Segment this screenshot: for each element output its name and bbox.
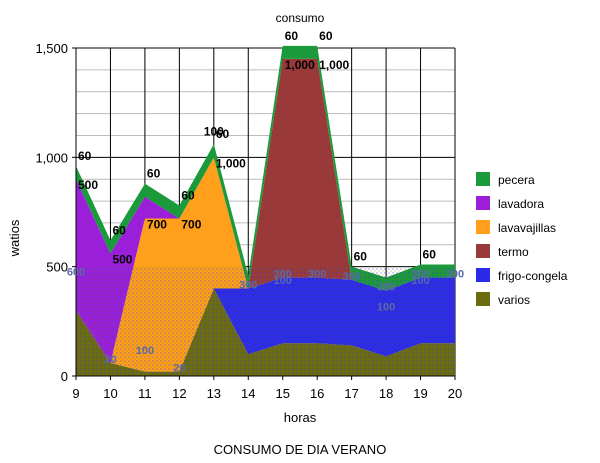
data-label-frigo-congela: 300 bbox=[342, 271, 360, 283]
x-tick-label: 20 bbox=[448, 386, 462, 401]
data-label-extra: 600 bbox=[67, 266, 85, 278]
data-label-pecera: 60 bbox=[319, 29, 333, 43]
x-tick-label: 14 bbox=[241, 386, 255, 401]
x-axis-label: horas bbox=[284, 410, 317, 425]
legend-label-frigo-congela: frigo-congela bbox=[498, 269, 568, 283]
legend-swatch-lavadora bbox=[476, 196, 490, 210]
legend-swatch-lavavajillas bbox=[476, 220, 490, 234]
legend-swatch-frigo-congela bbox=[476, 268, 490, 282]
data-labels: 20 20 300 300 300 300 300 300 300 1,000 1,000 700 70… bbox=[67, 29, 464, 375]
legend-swatch-varios bbox=[476, 292, 490, 306]
legend-label-pecera: pecera bbox=[498, 173, 535, 187]
data-label-lavadora: 500 bbox=[78, 178, 98, 192]
data-label-termo: 1,000 bbox=[319, 58, 349, 72]
data-label-extra: 100 bbox=[274, 275, 292, 287]
y-tick-label: 1,500 bbox=[35, 41, 68, 56]
data-label-frigo-congela: 300 bbox=[308, 269, 326, 281]
y-axis-label: watios bbox=[7, 219, 22, 257]
legend-label-lavavajillas: lavavajillas bbox=[498, 221, 556, 235]
x-tick-label: 17 bbox=[344, 386, 358, 401]
data-label-pecera: 60 bbox=[216, 127, 230, 141]
data-label-pecera: 60 bbox=[181, 188, 195, 202]
y-tick-label: 1,000 bbox=[35, 150, 68, 165]
x-tick-label: 13 bbox=[207, 386, 221, 401]
data-label-frigo-congela: 300 bbox=[239, 280, 257, 292]
data-label-extra: 100 bbox=[204, 124, 224, 138]
legend-swatch-termo bbox=[476, 244, 490, 258]
texture-overlay bbox=[76, 266, 455, 376]
data-label-extra: 100 bbox=[411, 275, 429, 287]
y-tick-label: 0 bbox=[61, 369, 68, 384]
x-tick-label: 9 bbox=[72, 386, 79, 401]
x-tick-label: 18 bbox=[379, 386, 393, 401]
data-label-lavavajillas: 1,000 bbox=[216, 156, 246, 170]
data-label-pecera: 60 bbox=[78, 149, 92, 163]
x-tick-label: 11 bbox=[138, 386, 152, 401]
data-label-pecera: 60 bbox=[285, 29, 299, 43]
data-label-frigo-congela: 300 bbox=[411, 269, 429, 281]
data-label-frigo-congela: 300 bbox=[274, 269, 292, 281]
legend-swatch-pecera bbox=[476, 172, 490, 186]
data-label-pecera: 60 bbox=[147, 167, 161, 181]
x-tick-label: 15 bbox=[275, 386, 289, 401]
area-termo bbox=[76, 58, 455, 372]
data-label-varios: 20 bbox=[104, 354, 116, 366]
data-label-frigo-congela: 300 bbox=[446, 269, 464, 281]
chart-title: consumo bbox=[276, 11, 325, 25]
x-tick-label: 10 bbox=[103, 386, 117, 401]
axes: 0 500 1,000 1,500 9 10 11 12 13 14 15 16 17 18 19 20 bbox=[35, 41, 462, 401]
legend-label-termo: termo bbox=[498, 245, 529, 259]
data-label-extra: 100 bbox=[377, 301, 395, 313]
data-label-varios: 20 bbox=[173, 363, 185, 375]
legend: pecera lavadora lavavajillas termo frigo-con… bbox=[476, 172, 568, 307]
data-label-pecera: 60 bbox=[354, 250, 368, 264]
data-label-termo: 1,000 bbox=[285, 58, 315, 72]
y-tick-label: 500 bbox=[46, 260, 68, 275]
data-label-pecera: 60 bbox=[112, 223, 126, 237]
x-tick-label: 16 bbox=[310, 386, 324, 401]
data-label-pecera: 60 bbox=[423, 247, 437, 261]
data-label-lavavajillas: 700 bbox=[147, 218, 167, 232]
area-series bbox=[76, 45, 455, 376]
chart-caption: CONSUMO DE DIA VERANO bbox=[214, 442, 387, 457]
data-label-lavavajillas: 700 bbox=[181, 218, 201, 232]
x-tick-label: 19 bbox=[413, 386, 427, 401]
data-label-lavadora: 500 bbox=[112, 253, 132, 267]
data-label-frigo-congela: 300 bbox=[377, 282, 395, 294]
data-label-extra: 100 bbox=[136, 345, 154, 357]
area-pecera bbox=[76, 45, 455, 291]
legend-label-lavadora: lavadora bbox=[498, 197, 544, 211]
legend-label-varios: varios bbox=[498, 293, 530, 307]
x-tick-label: 12 bbox=[172, 386, 186, 401]
